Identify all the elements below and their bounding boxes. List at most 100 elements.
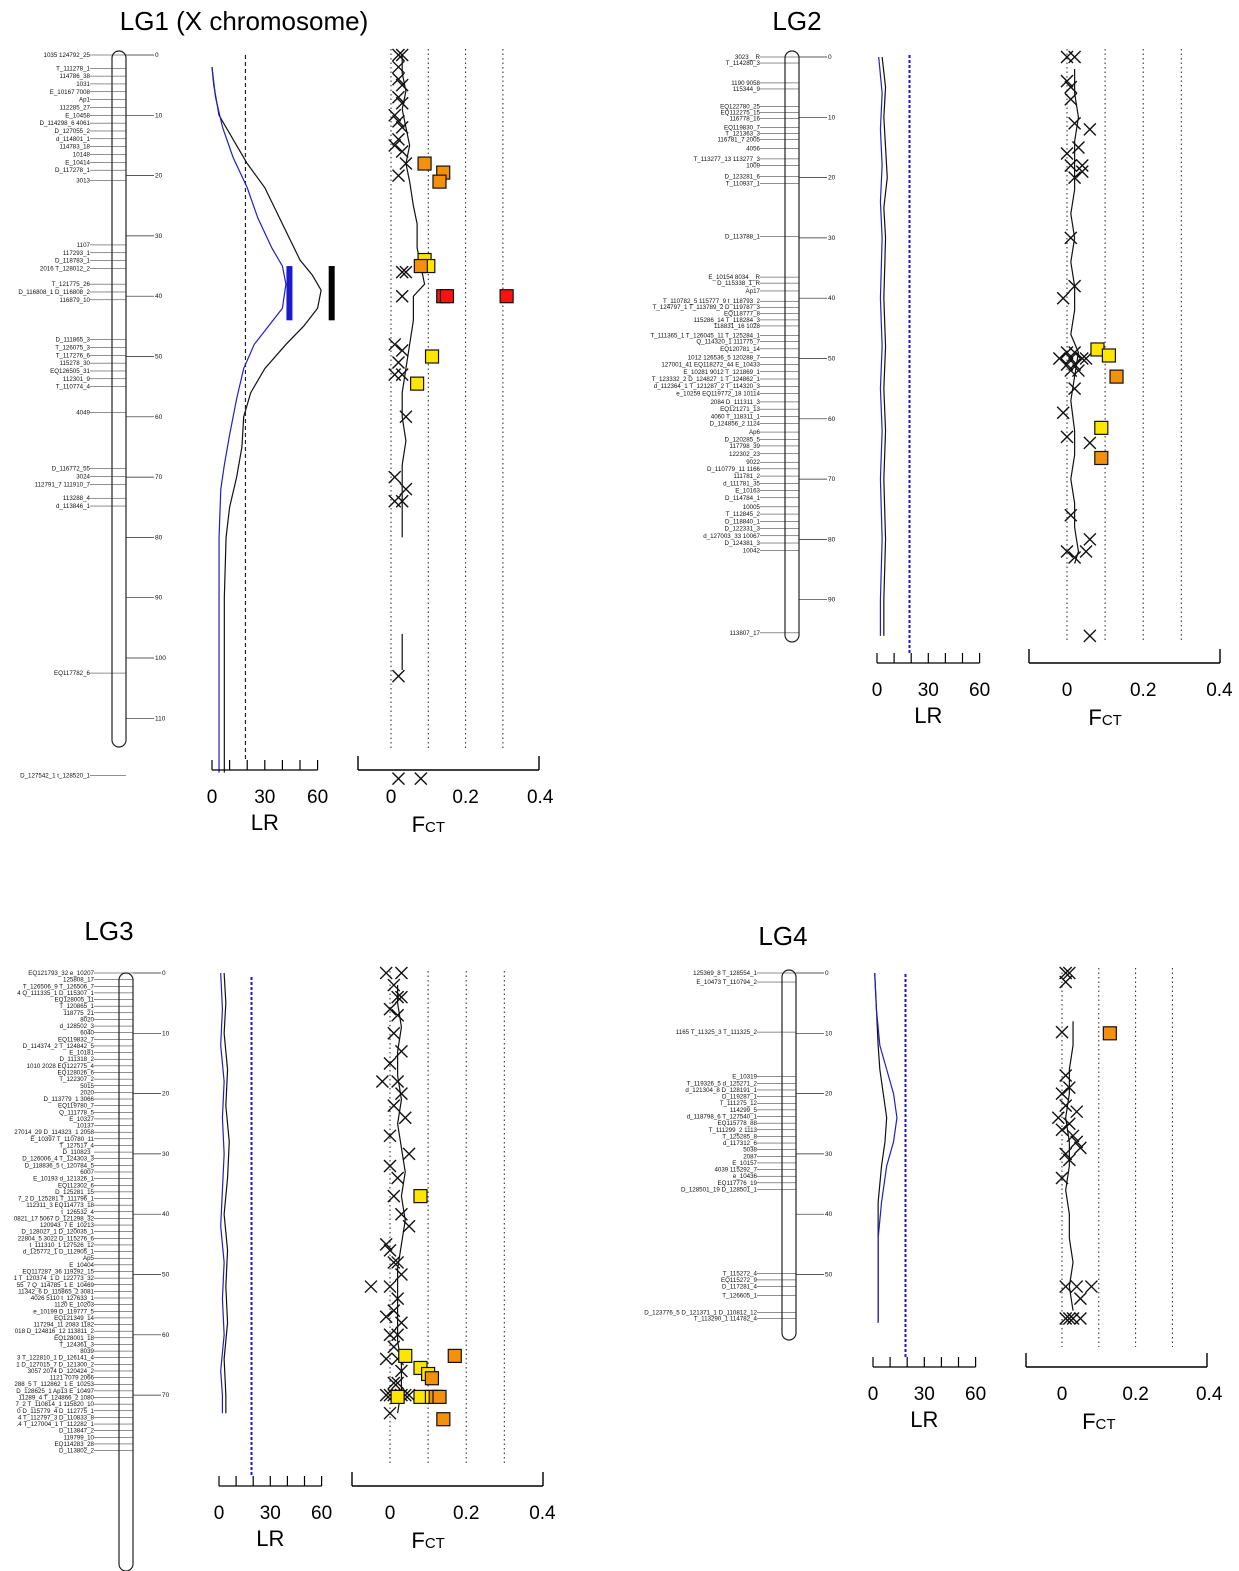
fct-point-x-stroke [1068,279,1082,293]
fct-point-x-stroke [394,990,408,1004]
marker-label: EQ120781_14 [720,346,760,353]
fct-point-x-stroke [383,1328,397,1342]
marker-label: D_118783_1 [55,258,91,265]
marker-label: D_113788_1 [725,234,761,241]
fct-point-x [1075,352,1089,365]
marker-label: t_111310_1 127526_12 [30,1242,95,1249]
fct-point-x [388,138,402,152]
fct-point-x [383,1280,397,1294]
fct-point-x [387,1376,401,1390]
marker-label: d_112364_1 T_121287_2 T_114320_3 [654,383,761,390]
fct-point-x [1083,532,1097,546]
fct-point-x-stroke [383,1243,397,1257]
cm-tick-label: 20 [155,173,163,180]
marker-label: 3023__R [735,54,761,61]
fct-axis-title-sub: CT [1096,1416,1116,1433]
marker-label: d_121304_8 D_128191_1 [685,1087,757,1094]
marker-label: Ap1 [79,97,91,104]
fct-point-x-stroke [1059,1147,1073,1161]
lr-axis: 0 30 60 LR [214,1476,332,1551]
fct-point-x [1064,80,1078,94]
fct-point-x-stroke [402,1219,416,1233]
marker-label: 2020 [80,1089,94,1096]
fct-axis-title: FCT [1088,705,1121,730]
fct-point-x-stroke [1055,1087,1069,1101]
marker-label: Ap17 [746,288,761,295]
fct-point-square [398,1348,413,1364]
marker-label: EQ112302_6 [58,1182,95,1189]
fct-point-x-stroke [387,1255,401,1269]
marker-label: T_124797_1 T_113789_2 D_119787_3 [653,304,761,311]
fct-point-x [388,108,402,122]
fct-point-x [1079,352,1093,365]
fct-point-x [399,410,413,424]
marker-label: E_10404 [69,1262,94,1269]
marker-label: 2087 [743,1153,757,1160]
fct-point-x [391,669,405,683]
lr-axis: 0 30 60 LR [872,653,990,728]
fct-point-square [424,1371,440,1386]
marker-label: EQ119832_7 [58,1036,95,1043]
marker-label: EQ119780_7 [58,1103,95,1110]
marker-label: 1 T_120374_1 D_122773_32 [14,1275,95,1282]
fct-point-x-stroke [1055,1025,1069,1039]
marker-label: EQ112275_15 [721,109,761,116]
fct-point-square [1094,420,1109,435]
fct-point-x-stroke [391,90,405,104]
fct-point-x-stroke [1056,291,1070,305]
fct-point-square [439,289,455,304]
marker-label: T_115272_4 [723,1270,758,1277]
marker-label: T_114280_3 [726,60,761,67]
marker-label: D_122331_3 [725,526,761,533]
panel-lg2: LG2 0 10 20 30 40 50 60 70 80 90 3023__RT_114280_3 1… [650,6,1233,730]
fct-point-x [379,1237,393,1251]
fct-point-x [399,482,413,496]
marker-label: 112285_27 [59,104,90,111]
marker-label: Ap6 [749,429,761,436]
fct-point-x [1062,966,1076,980]
marker-label: 5038 [743,1147,757,1154]
lr-interval-bar [286,266,293,321]
chromosome-bar [781,969,797,1341]
fct-point-x-stroke [388,108,402,122]
fct-trend-line [397,985,406,1414]
fct-point-square [390,1389,405,1405]
marker-label: T_121775_26 [52,281,91,288]
marker-label: E_10414 [65,159,90,166]
fct-point-x [394,1044,408,1058]
marker-label: 4026 5110 t_127633_1 [31,1295,95,1302]
marker-label: E_10327 [69,1116,94,1123]
marker-label: 1190 9058 [731,80,760,87]
marker-label: D_119287_1 [722,1094,758,1101]
marker-label: D_124381_3 [725,540,761,547]
panel-lg4: LG4 0 10 20 30 40 50 125369_8 T_128554_1 E_10473… [644,921,1223,1434]
fct-point-x [1064,92,1078,106]
fct-point-x-stroke [394,1207,408,1221]
marker-label: 115286_14 T_118284_3 [694,317,761,324]
fct-point-x [1059,1147,1073,1161]
marker-label: 115278_30 [59,360,90,367]
lr-curve-blue [211,66,287,773]
fct-point-x [398,1111,412,1125]
fct-point-x-stroke [1059,966,1073,980]
fct-tick-label: 0.2 [452,787,478,808]
fct-point-x-stroke [394,1316,408,1330]
chromosome-bar [111,50,127,748]
lr-tick-label: 60 [969,680,990,701]
fct-point-x-stroke [1060,358,1074,372]
lr-tick-label: 60 [965,1384,986,1405]
fct-point-x [1064,508,1078,522]
fct-point-x-stroke [1079,544,1093,558]
fct-point-x [387,1189,401,1203]
lr-curve-black [211,67,322,773]
marker-label: 10148 [73,151,91,158]
marker-label: EQ121271_13 [720,406,760,413]
fct-point-x-stroke [1062,1153,1076,1167]
panel-title: LG3 [84,916,133,946]
fct-point-x-stroke [402,1147,416,1161]
fct-point-x-stroke [1060,146,1074,160]
fct-point-x [379,1352,393,1366]
fct-point-x-stroke [391,990,405,1004]
fct-tick-label: 0 [385,1503,396,1524]
marker-label: 0 D_115779_4 D_112775_1 [17,1408,94,1415]
